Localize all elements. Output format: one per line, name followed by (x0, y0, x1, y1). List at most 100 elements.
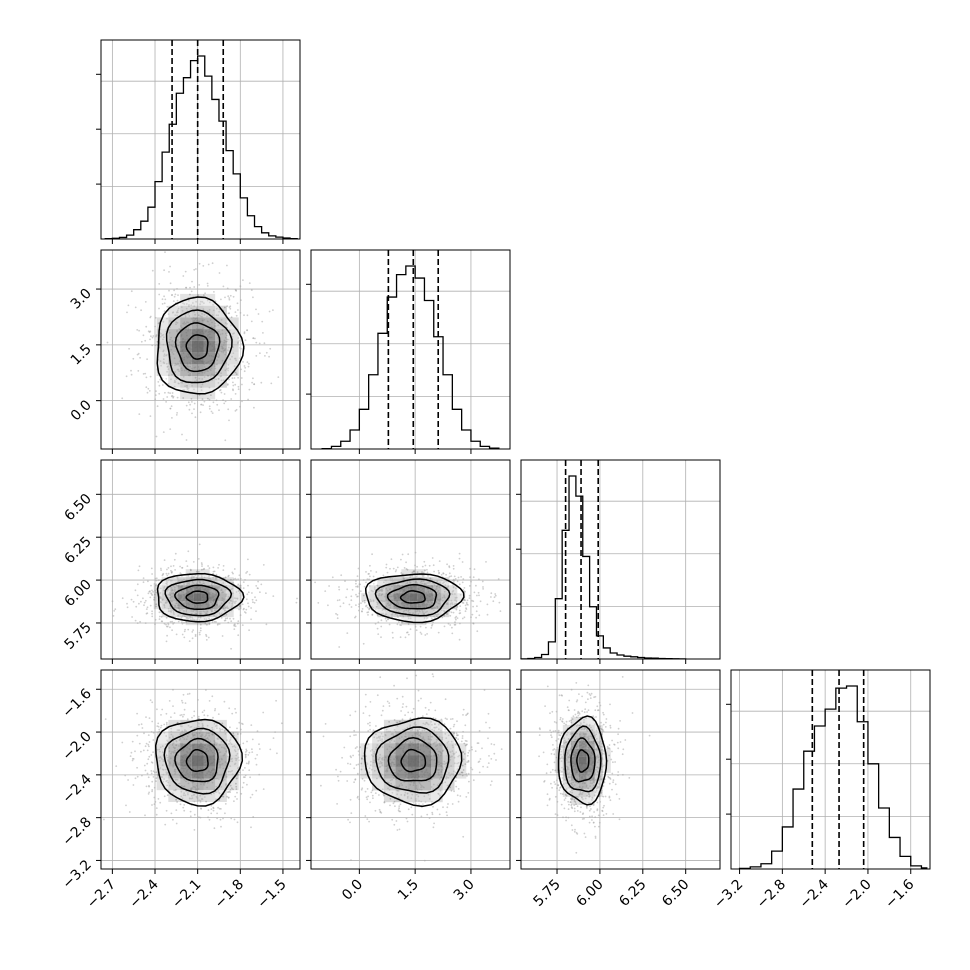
sample-point (584, 797, 587, 800)
sample-point (183, 578, 185, 581)
sample-point (462, 769, 465, 771)
sample-point (166, 574, 169, 577)
sample-point (468, 594, 471, 597)
sample-point (608, 782, 611, 785)
density-cell (372, 778, 384, 791)
sample-point (189, 372, 192, 375)
sample-point (163, 778, 166, 780)
sample-point (153, 771, 156, 774)
density-cell (377, 577, 386, 586)
sample-point (380, 636, 382, 639)
sample-point (431, 813, 434, 816)
density-cell (369, 585, 378, 594)
sample-point (236, 597, 239, 600)
sample-point (170, 716, 172, 719)
sample-point (198, 262, 201, 265)
sample-point (188, 305, 190, 308)
sample-point (166, 370, 169, 373)
sample-point (237, 634, 240, 637)
sample-point (413, 570, 415, 573)
sample-point (342, 602, 345, 605)
sample-point (187, 550, 190, 553)
sample-point (193, 310, 196, 313)
sample-point (423, 795, 426, 798)
sample-point (369, 598, 372, 601)
density-cell (180, 743, 192, 756)
sample-point (203, 784, 206, 786)
sample-point (406, 792, 409, 795)
sample-point (224, 322, 227, 324)
sample-point (208, 700, 211, 702)
sample-point (262, 332, 264, 334)
sample-point (365, 773, 368, 776)
sample-point (451, 593, 454, 596)
sample-point (444, 728, 447, 731)
sample-point (366, 763, 369, 765)
sample-point (265, 592, 267, 595)
sample-point (186, 321, 188, 323)
sample-point (454, 780, 457, 782)
sample-point (421, 582, 424, 585)
sample-point (178, 763, 180, 766)
sample-point (377, 590, 380, 593)
sample-point (168, 341, 170, 344)
sample-point (242, 776, 245, 779)
sample-point (161, 384, 164, 386)
sample-point (218, 623, 221, 625)
density-cell (215, 352, 227, 365)
sample-point (219, 763, 222, 766)
sample-point (151, 780, 154, 783)
sample-point (176, 721, 179, 724)
sample-point (160, 569, 163, 571)
sample-point (453, 752, 456, 755)
density-cell (217, 609, 226, 618)
sample-point (443, 614, 446, 617)
density-cell (441, 585, 450, 594)
sample-point (183, 778, 186, 781)
sample-point (199, 627, 202, 630)
sample-point (386, 770, 388, 773)
sample-point (400, 615, 402, 617)
sample-point (185, 307, 188, 310)
sample-point (140, 340, 143, 343)
sample-point (571, 829, 574, 831)
sample-point (167, 588, 170, 591)
sample-point (454, 597, 457, 599)
sample-point (472, 605, 474, 608)
sample-point (378, 735, 380, 738)
sample-point (201, 563, 203, 566)
sample-point (215, 371, 218, 374)
sample-point (375, 748, 377, 751)
sample-point (276, 752, 278, 755)
sample-point (121, 397, 124, 400)
sample-point (208, 567, 211, 569)
sample-point (345, 596, 348, 599)
sample-point (214, 709, 216, 712)
sample-point (355, 734, 357, 736)
sample-point (187, 387, 190, 390)
sample-point (400, 782, 402, 785)
sample-point (418, 740, 420, 742)
sample-point (391, 778, 393, 781)
sample-point (431, 728, 433, 731)
sample-point (216, 363, 219, 366)
sample-point (430, 778, 433, 781)
sample-point (232, 788, 234, 791)
sample-point (375, 746, 378, 749)
sample-point (192, 302, 194, 304)
sample-point (226, 340, 228, 343)
sample-point (230, 398, 233, 400)
density-cell (385, 601, 394, 610)
sample-point (450, 718, 452, 720)
sample-point (451, 744, 454, 747)
density-cell (203, 352, 216, 365)
sample-point (408, 615, 411, 617)
sample-point (153, 598, 155, 601)
sample-point (458, 609, 461, 612)
density-cell (385, 577, 394, 586)
sample-point (415, 787, 418, 789)
sample-point (189, 293, 191, 296)
sample-point (238, 339, 241, 342)
density-cell (191, 364, 204, 376)
sample-point (461, 737, 464, 739)
